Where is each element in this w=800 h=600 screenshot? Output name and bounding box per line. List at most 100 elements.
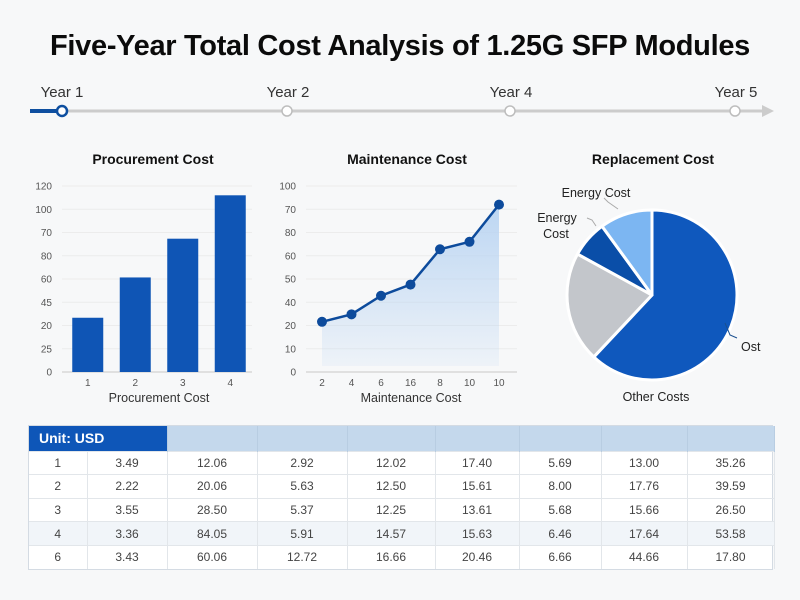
table-cell: 13.00 <box>601 450 688 475</box>
table-cell: 13.61 <box>435 497 520 522</box>
timeline-label-year-2[interactable]: Year 2 <box>266 84 310 101</box>
row-index-cell: 2 <box>29 474 88 499</box>
table-cell: 28.50 <box>167 497 258 522</box>
x-tick-label: 2 <box>319 378 325 389</box>
table-cell: 3.49 <box>87 450 168 475</box>
timeline-node-year-1[interactable] <box>55 104 69 118</box>
table-header-cell <box>601 426 688 451</box>
table-cell: 20.46 <box>435 544 520 569</box>
table-cell: 39.59 <box>687 474 775 499</box>
timeline-label-year-1[interactable]: Year 1 <box>40 84 84 101</box>
table-header-cell <box>167 426 258 451</box>
table-cell: 2.92 <box>257 450 348 475</box>
y-tick-label: 10 <box>285 344 297 355</box>
data-point <box>494 199 504 210</box>
row-index-cell: 4 <box>29 521 88 546</box>
timeline-node-year-2[interactable] <box>281 105 293 117</box>
row-index-cell: 3 <box>29 497 88 522</box>
table-row: 3 3.55 28.50 5.37 12.25 13.61 5.68 15.66 26.50 <box>29 497 775 522</box>
x-tick-label: 10 <box>464 378 476 389</box>
table-cell: 5.63 <box>257 474 348 499</box>
y-tick-label: 70 <box>285 205 297 216</box>
leader-line <box>586 217 597 227</box>
bar <box>119 277 151 372</box>
table-cell: 20.06 <box>167 474 258 499</box>
table-cell: 15.63 <box>435 521 520 546</box>
table-header-cell <box>435 426 520 451</box>
table-cell: 15.66 <box>601 497 688 522</box>
x-tick-label: 8 <box>437 378 443 389</box>
y-tick-label: 0 <box>46 368 52 379</box>
table-cell: 5.37 <box>257 497 348 522</box>
table-cell: 12.02 <box>347 450 436 475</box>
table-header-cell <box>347 426 436 451</box>
table-row: 1 3.49 12.06 2.92 12.02 17.40 5.69 13.00 35.26 <box>29 450 775 475</box>
pie-label-energy-cost-left: Energy <box>537 211 577 225</box>
table-cell: 5.91 <box>257 521 348 546</box>
table-cell: 2.22 <box>87 474 168 499</box>
y-tick-label: 100 <box>279 182 296 193</box>
table-cell: 8.00 <box>519 474 602 499</box>
table-row: 2 2.22 20.06 5.63 12.50 15.61 8.00 17.76 39.59 <box>29 474 775 499</box>
table-header-cell <box>687 426 775 451</box>
table-cell: 12.50 <box>347 474 436 499</box>
data-point <box>464 236 475 247</box>
timeline-arrow-icon <box>762 105 774 117</box>
table-cell: 6.66 <box>519 544 602 569</box>
table-cell: 6.46 <box>519 521 602 546</box>
pie-label-ost: Ost <box>741 340 761 354</box>
pie-label-energy-cost-top: Energy Cost <box>562 186 631 200</box>
y-tick-label: 80 <box>41 251 53 262</box>
page-title: Five-Year Total Cost Analysis of 1.25G S… <box>49 30 750 62</box>
table-cell: 17.64 <box>601 521 688 546</box>
bar <box>167 238 199 372</box>
table-row: 4 3.36 84.05 5.91 14.57 15.63 6.46 17.64 53.58 <box>29 521 775 546</box>
procurement-bar-chart: 0 25 20 45 60 80 70 100 120 1 2 3 4 Procurement Cost <box>35 182 252 405</box>
x-tick-label: 4 <box>349 378 355 389</box>
y-tick-label: 0 <box>290 368 296 379</box>
table-cell: 35.26 <box>687 450 775 475</box>
x-tick-label: 2 <box>132 378 138 389</box>
data-point <box>405 279 416 290</box>
replacement-pie-chart: Energy Cost Energy Cost Ost Other Costs <box>537 186 761 404</box>
pie-slice <box>592 208 739 382</box>
cost-table: Unit: USD 1 3.49 12.06 2.92 12.02 17.40 5.69 13… <box>28 425 775 570</box>
row-index-cell: 6 <box>29 544 88 569</box>
table-header-cell <box>257 426 348 451</box>
leader-line <box>724 322 738 339</box>
row-index-cell: 1 <box>29 450 88 475</box>
table-cell: 17.80 <box>687 544 775 569</box>
table-cell: 17.40 <box>435 450 520 475</box>
table-cell: 5.69 <box>519 450 602 475</box>
table-cell: 17.76 <box>601 474 688 499</box>
table-cell: 3.55 <box>87 497 168 522</box>
y-tick-label: 40 <box>285 298 297 309</box>
timeline-node-year-5[interactable] <box>729 105 741 117</box>
table-cell: 14.57 <box>347 521 436 546</box>
table-cell: 12.25 <box>347 497 436 522</box>
timeline-label-year-4[interactable]: Year 4 <box>489 84 533 101</box>
table-header-row: Unit: USD <box>29 426 775 451</box>
table-cell: 15.61 <box>435 474 520 499</box>
unit-label: Unit: USD <box>29 426 168 451</box>
table-cell: 53.58 <box>687 521 775 546</box>
y-tick-label: 60 <box>41 275 53 286</box>
table-cell: 60.06 <box>167 544 258 569</box>
pie-label-energy-cost-left: Cost <box>543 227 569 241</box>
data-point <box>317 316 327 327</box>
timeline-track-svg <box>30 104 774 118</box>
x-axis-label: Maintenance Cost <box>361 391 462 405</box>
table-cell: 12.06 <box>167 450 258 475</box>
x-tick-label: 1 <box>85 378 91 389</box>
table-cell: 3.43 <box>87 544 168 569</box>
table-cell: 3.36 <box>87 521 168 546</box>
timeline-node-year-4[interactable] <box>504 105 516 117</box>
data-point <box>435 244 445 255</box>
table-row: 6 3.43 60.06 12.72 16.66 20.46 6.66 44.66 17.80 <box>29 544 775 569</box>
y-tick-label: 70 <box>41 228 53 239</box>
timeline-label-year-5[interactable]: Year 5 <box>714 84 758 101</box>
y-tick-label: 50 <box>285 275 297 286</box>
leader-line <box>603 197 619 210</box>
y-tick-label: 20 <box>285 321 297 332</box>
